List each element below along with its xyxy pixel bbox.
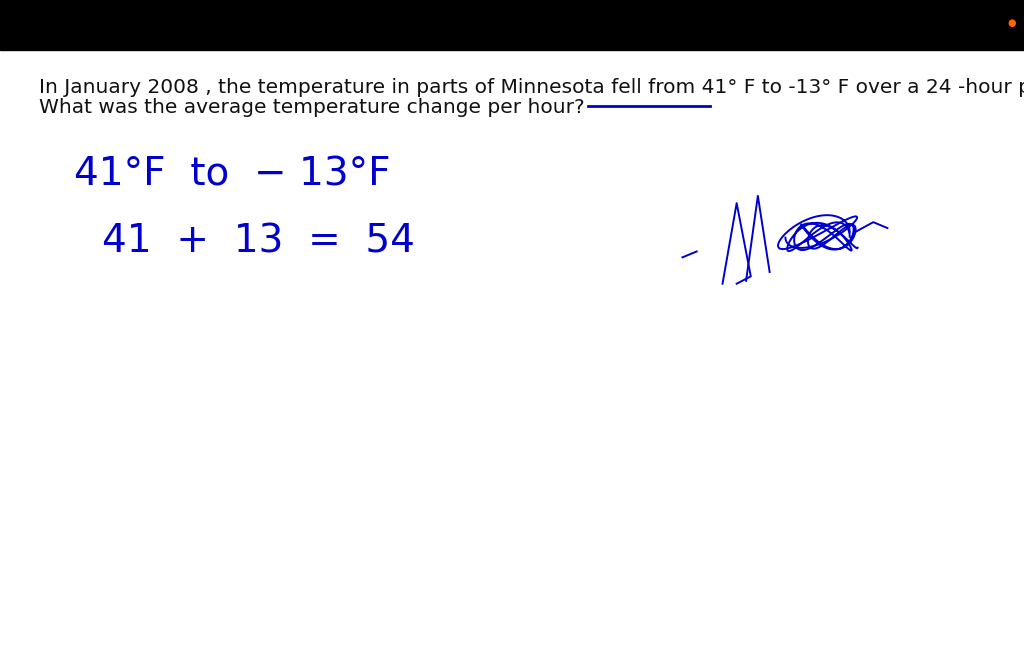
Text: 41  +  13  =  54: 41 + 13 = 54 (102, 222, 416, 260)
Text: What was the average temperature change per hour?: What was the average temperature change … (39, 99, 585, 117)
Text: In January 2008 , the temperature in parts of Minnesota fell from 41° F to -13° : In January 2008 , the temperature in par… (39, 79, 1024, 97)
Text: ●: ● (1008, 18, 1016, 29)
Text: 41°F  to  − 13°F: 41°F to − 13°F (74, 155, 390, 194)
